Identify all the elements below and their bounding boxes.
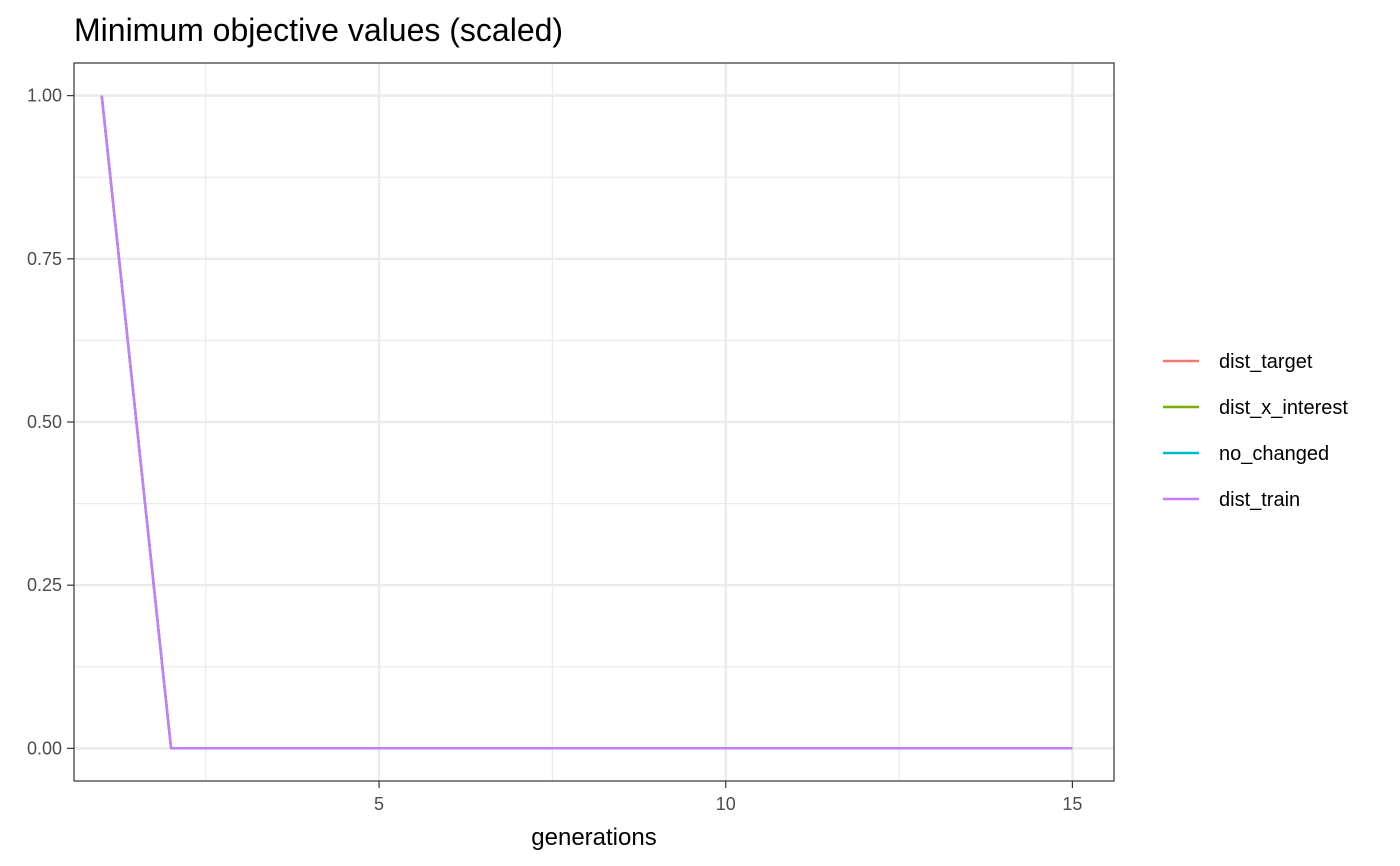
chart-title: Minimum objective values (scaled) bbox=[74, 12, 563, 48]
y-axis: 0.00 0.25 0.50 0.75 1.00 bbox=[27, 86, 74, 758]
y-tick-label: 0.75 bbox=[27, 249, 62, 269]
series-line-dist-train bbox=[100, 95, 1073, 750]
series-lines bbox=[100, 95, 1073, 750]
x-tick-label: 15 bbox=[1062, 794, 1082, 814]
y-tick-label: 0.50 bbox=[27, 412, 62, 432]
y-tick-label: 1.00 bbox=[27, 86, 62, 106]
x-tick-label: 5 bbox=[374, 794, 384, 814]
x-axis-title: generations bbox=[531, 824, 656, 851]
legend-label-dist-train: dist_train bbox=[1219, 489, 1300, 511]
y-tick-label: 0.00 bbox=[27, 738, 62, 758]
y-tick-label: 0.25 bbox=[27, 575, 62, 595]
legend-label-no-changed: no_changed bbox=[1219, 443, 1329, 465]
legend-label-dist-target: dist_target bbox=[1219, 351, 1313, 373]
legend-label-dist-x-interest: dist_x_interest bbox=[1219, 397, 1348, 419]
x-axis: 5 10 15 bbox=[374, 781, 1082, 814]
x-tick-label: 10 bbox=[716, 794, 736, 814]
legend: dist_target dist_x_interest no_changeddist… bbox=[1163, 351, 1348, 511]
